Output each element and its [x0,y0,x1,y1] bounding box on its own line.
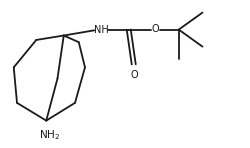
Text: NH$_2$: NH$_2$ [40,128,60,142]
Text: O: O [131,70,138,81]
Text: O: O [152,24,159,34]
Text: NH: NH [94,25,108,35]
